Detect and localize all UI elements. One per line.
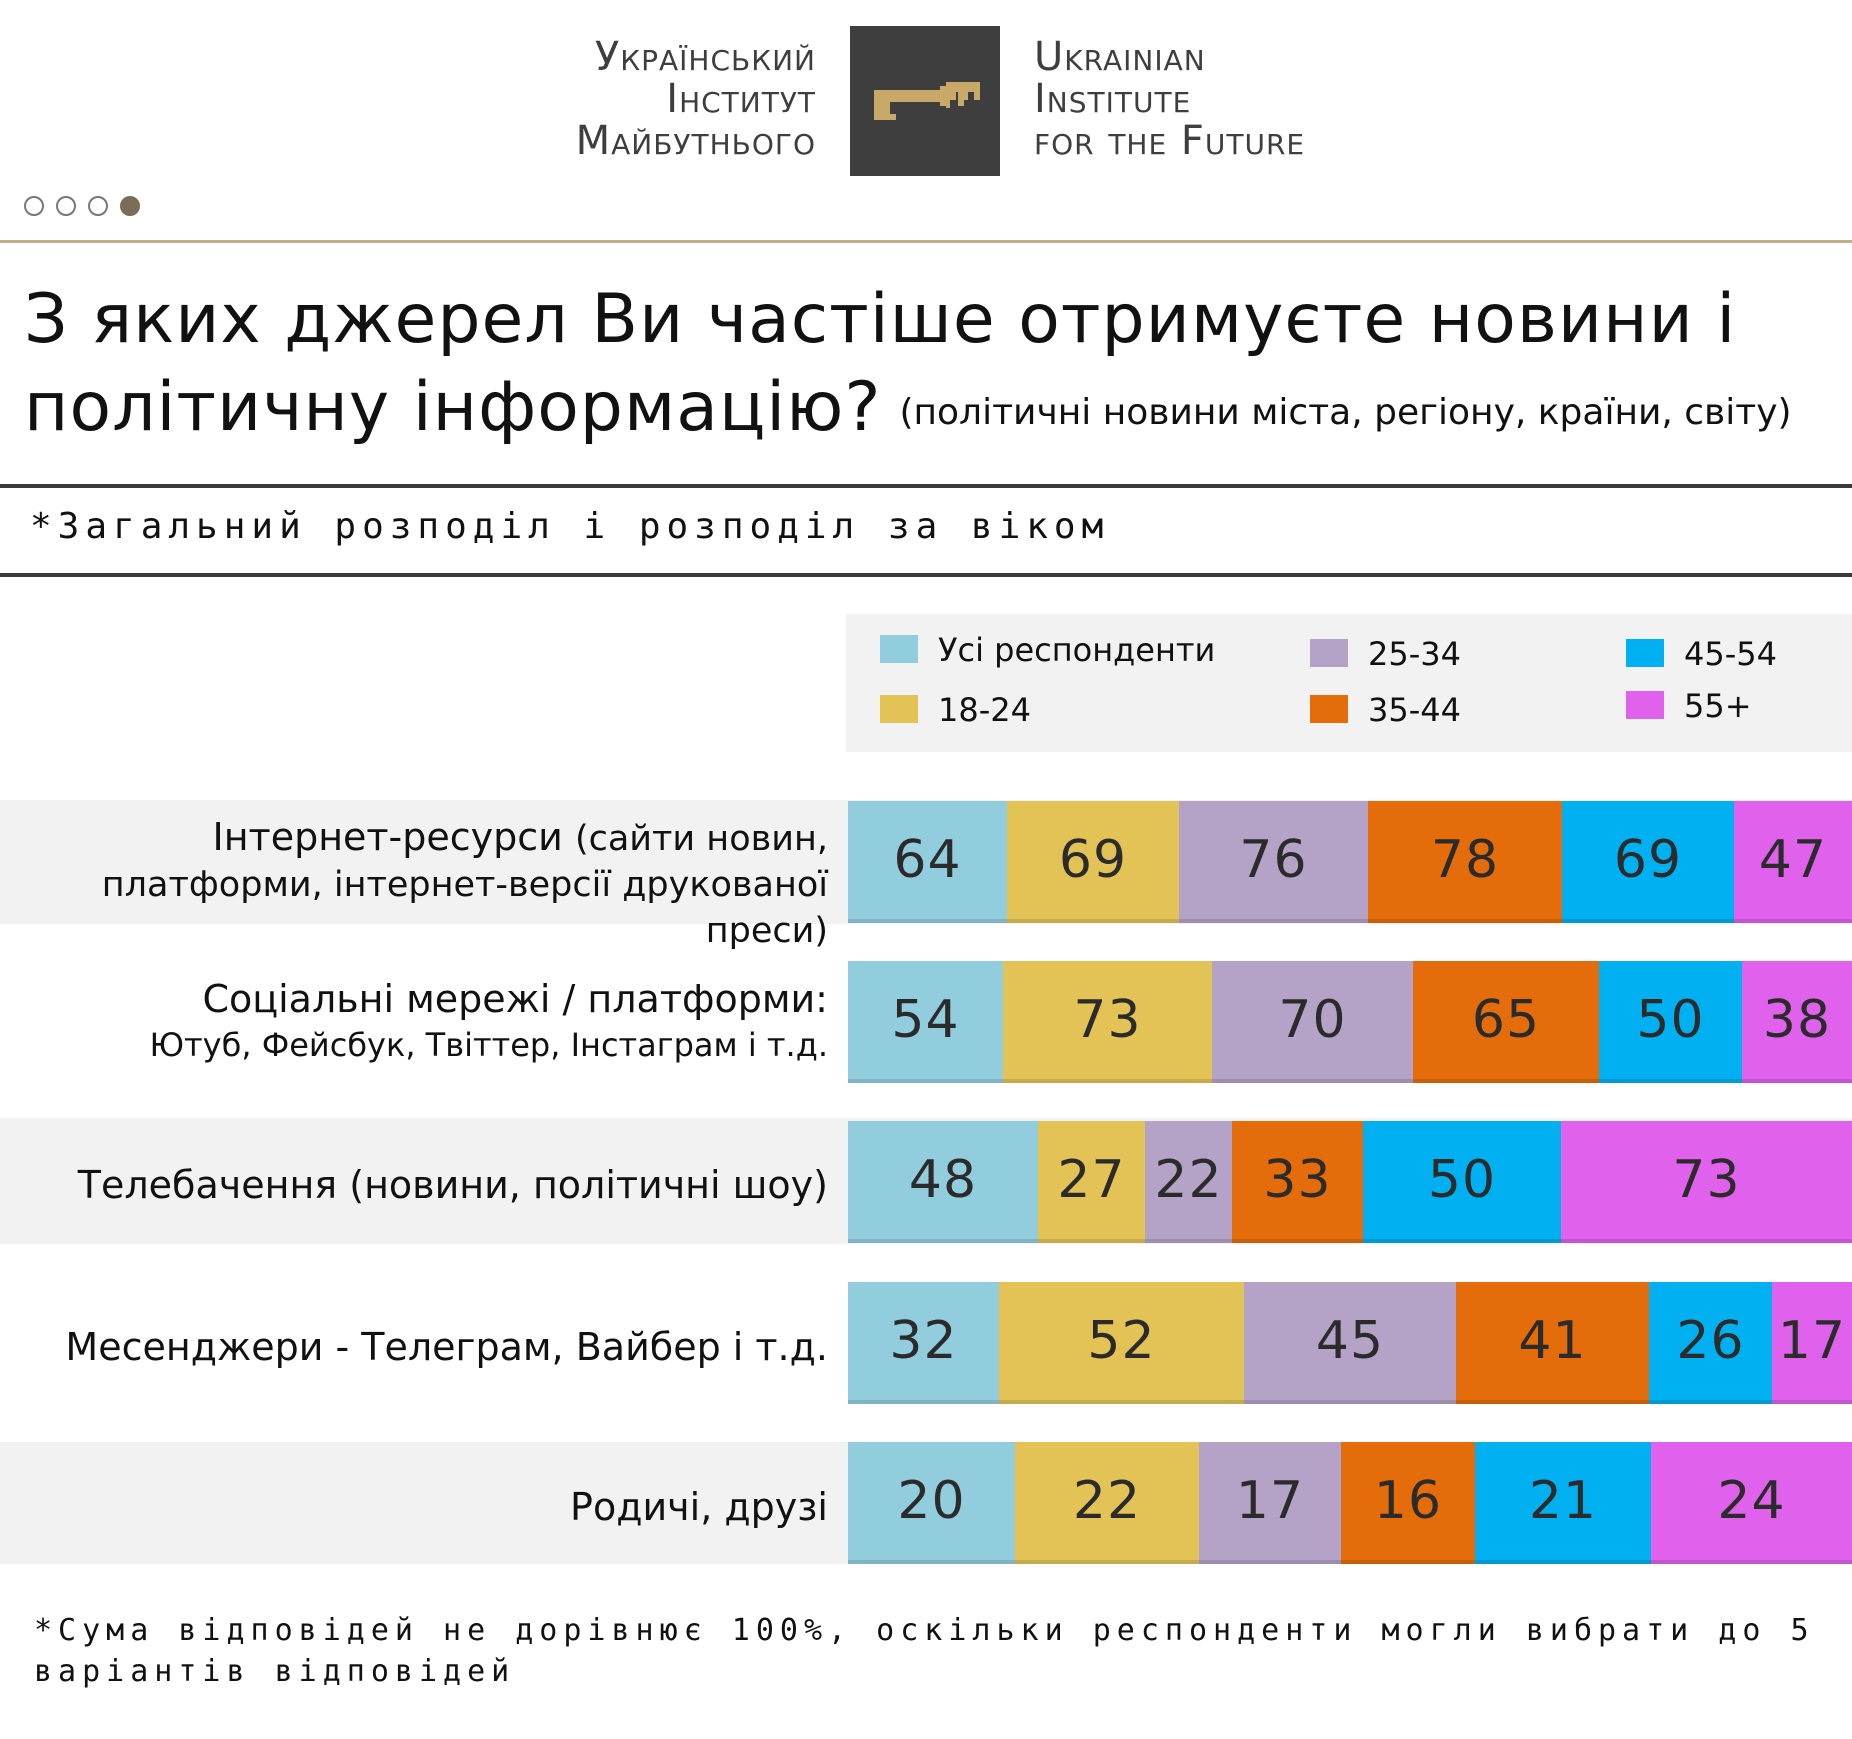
row-label-paren: (новини, політичні шоу) bbox=[349, 1163, 828, 1207]
bar-segment-35-44: 65 bbox=[1413, 961, 1599, 1083]
logo-line: Ukrainian bbox=[1034, 34, 1206, 80]
bar-segment-45-54: 50 bbox=[1599, 961, 1742, 1083]
divider bbox=[0, 484, 1852, 488]
subtitle: *Загальний розподіл і розподіл за віком bbox=[30, 506, 1110, 547]
row-label: Телебачення (новини, політичні шоу) bbox=[8, 1162, 828, 1208]
legend-swatch bbox=[880, 635, 918, 663]
row-label-main: Соціальні мережі / платформи: bbox=[202, 977, 828, 1021]
bar-segment-усі-респонденти: 20 bbox=[848, 1442, 1015, 1564]
legend-label: 35-44 bbox=[1368, 691, 1461, 729]
bar-segment-55+: 47 bbox=[1734, 801, 1852, 923]
bar-segment-усі-респонденти: 48 bbox=[848, 1121, 1038, 1243]
bar-segment-25-34: 45 bbox=[1244, 1282, 1456, 1404]
legend-item: Усі респонденти bbox=[880, 630, 1215, 670]
page-title: З яких джерел Ви частіше отримуєте новин… bbox=[24, 276, 1834, 457]
title-main: З яких джерел Ви частіше отримуєте новин… bbox=[24, 280, 1737, 447]
legend-swatch bbox=[880, 695, 918, 723]
bar-segment-усі-респонденти: 64 bbox=[848, 801, 1007, 923]
row-label: Соціальні мережі / платформи: Ютуб, Фейс… bbox=[8, 976, 828, 1068]
bar-segment-35-44: 41 bbox=[1456, 1282, 1649, 1404]
row-label: Родичі, друзі bbox=[8, 1484, 828, 1530]
bar-segment-25-34: 76 bbox=[1179, 801, 1368, 923]
footnote: *Сума відповідей не дорівнює 100%, оскіл… bbox=[34, 1613, 1815, 1689]
bar-segment-25-34: 17 bbox=[1199, 1442, 1341, 1564]
legend-label: 18-24 bbox=[938, 691, 1031, 729]
bar-segment-усі-респонденти: 32 bbox=[848, 1282, 999, 1404]
legend-label: 45-54 bbox=[1684, 635, 1777, 673]
bar-segment-18-24: 69 bbox=[1007, 801, 1179, 923]
legend-swatch bbox=[1310, 639, 1348, 667]
legend-item: 25-34 bbox=[1310, 634, 1461, 674]
legend-item: 45-54 bbox=[1626, 634, 1777, 674]
key-icon bbox=[850, 26, 1000, 176]
bar-segment-45-54: 50 bbox=[1363, 1121, 1561, 1243]
row-label-main: Інтернет-ресурси bbox=[212, 815, 563, 859]
title-sub: (політичні новини міста, регіону, країни… bbox=[899, 392, 1792, 433]
legend-item: 18-24 bbox=[880, 690, 1031, 730]
pager-dot[interactable] bbox=[88, 196, 108, 216]
bar-segment-35-44: 78 bbox=[1368, 801, 1562, 923]
bar-segment-45-54: 26 bbox=[1649, 1282, 1772, 1404]
legend-item: 55+ bbox=[1626, 686, 1752, 726]
bar-segment-35-44: 16 bbox=[1341, 1442, 1475, 1564]
row-label: Інтернет-ресурси (сайти новин, платформи… bbox=[8, 814, 828, 954]
pager-dot[interactable] bbox=[24, 196, 44, 216]
bar-segment-45-54: 69 bbox=[1562, 801, 1734, 923]
bar-segment-45-54: 21 bbox=[1475, 1442, 1651, 1564]
bar-segment-25-34: 22 bbox=[1145, 1121, 1232, 1243]
bar-row: 64 69 76 78 69 47 bbox=[848, 801, 1852, 923]
bar-segment-усі-респонденти: 54 bbox=[848, 961, 1003, 1083]
row-label-second: платформи, інтернет-версії друкованої пр… bbox=[101, 865, 828, 951]
logo-text-english: Ukrainian Institute for the Future bbox=[1034, 36, 1454, 162]
bar-segment-55+: 24 bbox=[1651, 1442, 1852, 1564]
row-label-paren: (сайти новин, bbox=[574, 819, 828, 859]
divider bbox=[0, 573, 1852, 577]
logo-line: Інститут bbox=[666, 76, 816, 122]
legend-label: 25-34 bbox=[1368, 635, 1461, 673]
row-label-main: Родичі, друзі bbox=[570, 1485, 828, 1529]
bar-segment-18-24: 27 bbox=[1038, 1121, 1145, 1243]
legend-swatch bbox=[1310, 695, 1348, 723]
bar-segment-25-34: 70 bbox=[1212, 961, 1413, 1083]
legend-label: 55+ bbox=[1684, 687, 1752, 725]
bar-segment-18-24: 22 bbox=[1015, 1442, 1199, 1564]
legend-label: Усі респонденти bbox=[938, 631, 1216, 669]
bar-segment-55+: 17 bbox=[1772, 1282, 1852, 1404]
logo-line: for the Future bbox=[1034, 118, 1306, 164]
pager-dot[interactable] bbox=[56, 196, 76, 216]
logo-text-ukrainian: Український Інститут Майбутнього bbox=[456, 36, 816, 162]
divider bbox=[0, 240, 1852, 243]
row-label-main: Телебачення bbox=[77, 1163, 338, 1207]
bar-row: 20 22 17 16 21 24 bbox=[848, 1442, 1852, 1564]
legend-swatch bbox=[1626, 691, 1664, 719]
legend-item: 35-44 bbox=[1310, 690, 1461, 730]
pager-dot-active[interactable] bbox=[120, 196, 140, 216]
bar-segment-55+: 38 bbox=[1742, 961, 1852, 1083]
row-label-main: Месенджери - Телеграм, Вайбер і т.д. bbox=[65, 1325, 828, 1369]
bar-segment-18-24: 73 bbox=[1003, 961, 1212, 1083]
logo-line: Український bbox=[594, 34, 816, 80]
bar-segment-35-44: 33 bbox=[1232, 1121, 1363, 1243]
chart-legend: Усі респонденти 18-24 25-34 35-44 45-54 … bbox=[846, 614, 1852, 752]
logo-line: Майбутнього bbox=[575, 118, 816, 164]
legend-swatch bbox=[1626, 639, 1664, 667]
bar-segment-55+: 73 bbox=[1561, 1121, 1852, 1243]
row-label-second: Ютуб, Фейсбук, Твіттер, Інстаграм і т.д. bbox=[149, 1026, 828, 1064]
row-label: Месенджери - Телеграм, Вайбер і т.д. bbox=[8, 1324, 828, 1370]
bar-row: 32 52 45 41 26 17 bbox=[848, 1282, 1852, 1404]
bar-row: 54 73 70 65 50 38 bbox=[848, 961, 1852, 1083]
bar-segment-18-24: 52 bbox=[999, 1282, 1244, 1404]
bar-row: 48 27 22 33 50 73 bbox=[848, 1121, 1852, 1243]
logo-line: Institute bbox=[1034, 76, 1192, 122]
